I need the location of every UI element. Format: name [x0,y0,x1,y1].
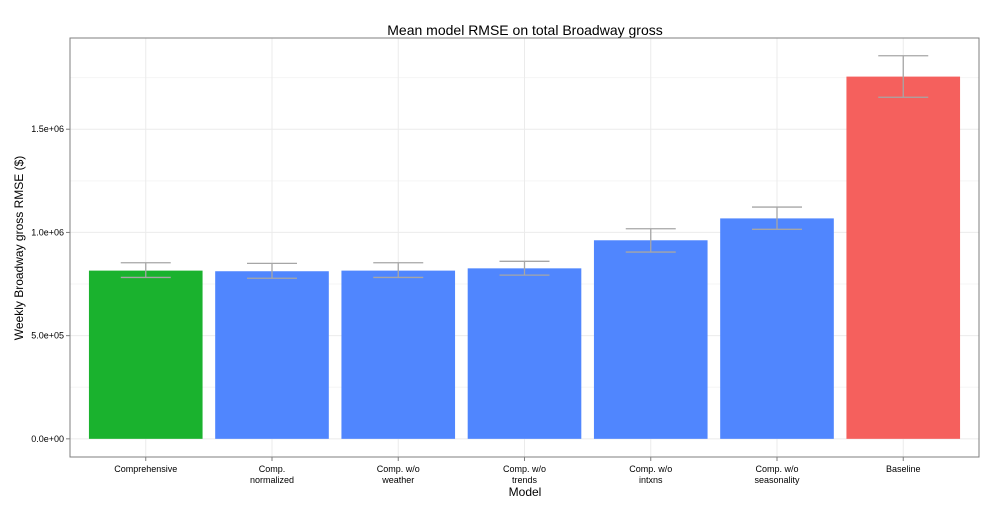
x-tick-label: Baseline [886,464,921,474]
error-bar [499,260,550,276]
bar [88,270,203,439]
bars [88,76,961,439]
y-tick-label: 1.0e+06 [31,227,64,237]
y-tick-label: 1.5e+06 [31,124,64,134]
error-bar [625,228,676,253]
y-axis-title: Weekly Broadway gross RMSE ($) [12,156,26,341]
x-axis: Comprehensive Comp. normalized Comp. w/o wea… [114,457,921,485]
bar [467,268,582,439]
x-tick-label: Comp. normalized [250,464,294,485]
error-bar [247,262,297,279]
chart-title: Mean model RMSE on total Broadway gross [387,22,662,38]
y-tick-label: 5.0e+05 [31,331,64,341]
y-tick-label: 0.0e+00 [31,434,64,444]
bar [341,270,456,439]
bar [846,76,961,439]
y-axis: 0.0e+00 5.0e+05 1.0e+06 1.5e+06 [31,124,70,444]
x-tick-label: Comp. w/o trends [503,464,546,485]
bar [720,218,834,439]
x-tick-label: Comprehensive [114,464,177,474]
x-tick-label: Comp. w/o weather [377,464,420,485]
error-bar [120,262,171,279]
bar [215,271,329,439]
error-bars [120,55,929,279]
error-bar [373,262,424,279]
x-axis-title: Model [509,485,542,499]
error-bar [878,55,929,98]
x-tick-label: Comp. w/o intxns [629,464,672,485]
bar [593,240,708,439]
error-bar [752,206,802,230]
x-tick-label: Comp. w/o seasonality [754,464,800,485]
